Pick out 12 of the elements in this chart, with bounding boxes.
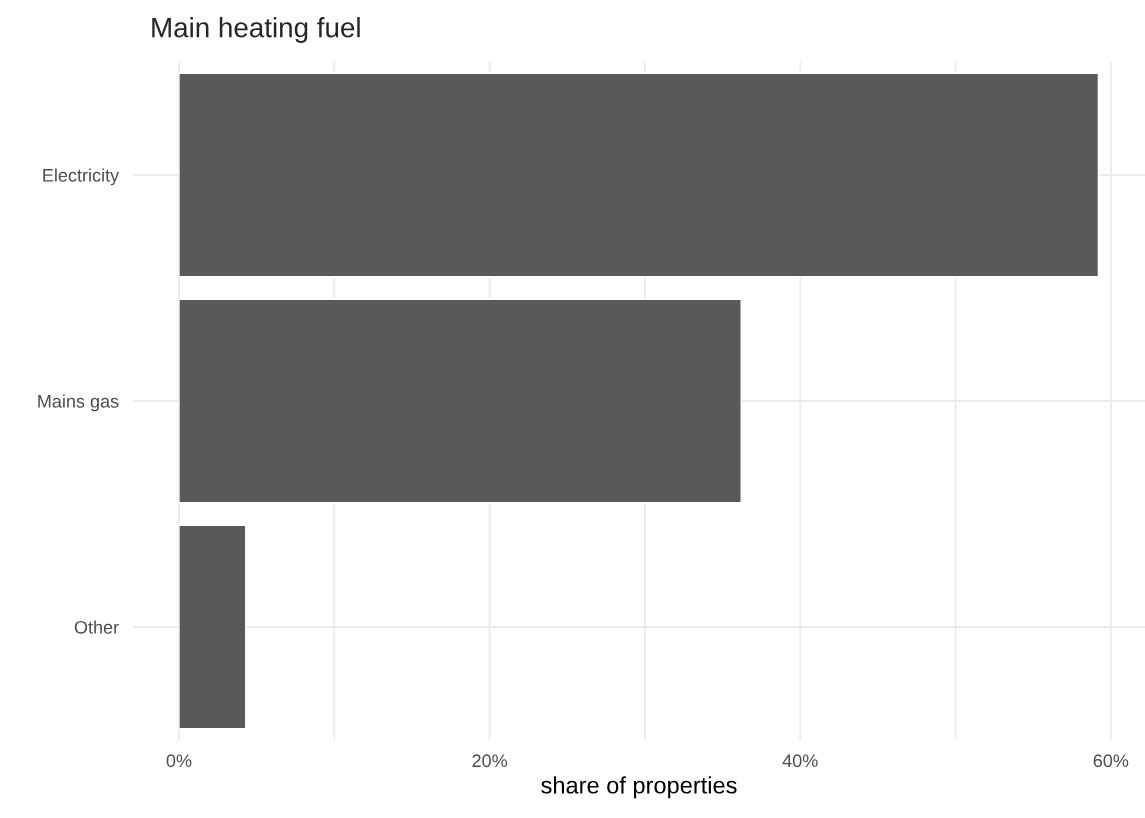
x-tick-label: 0% [166,754,192,768]
y-tick-label: Other [74,620,119,634]
x-tick-label: 20% [472,754,508,768]
x-axis-title: share of properties [541,776,737,799]
x-tick-label: 40% [782,754,818,768]
x-tick-label: 60% [1093,754,1129,768]
bar [178,72,1100,278]
bar [178,298,742,504]
y-tick-label: Mains gas [38,394,119,412]
chart-title: Main heating fuel [152,17,360,43]
y-tick-label: Electricity [43,168,120,186]
bar [178,524,247,730]
